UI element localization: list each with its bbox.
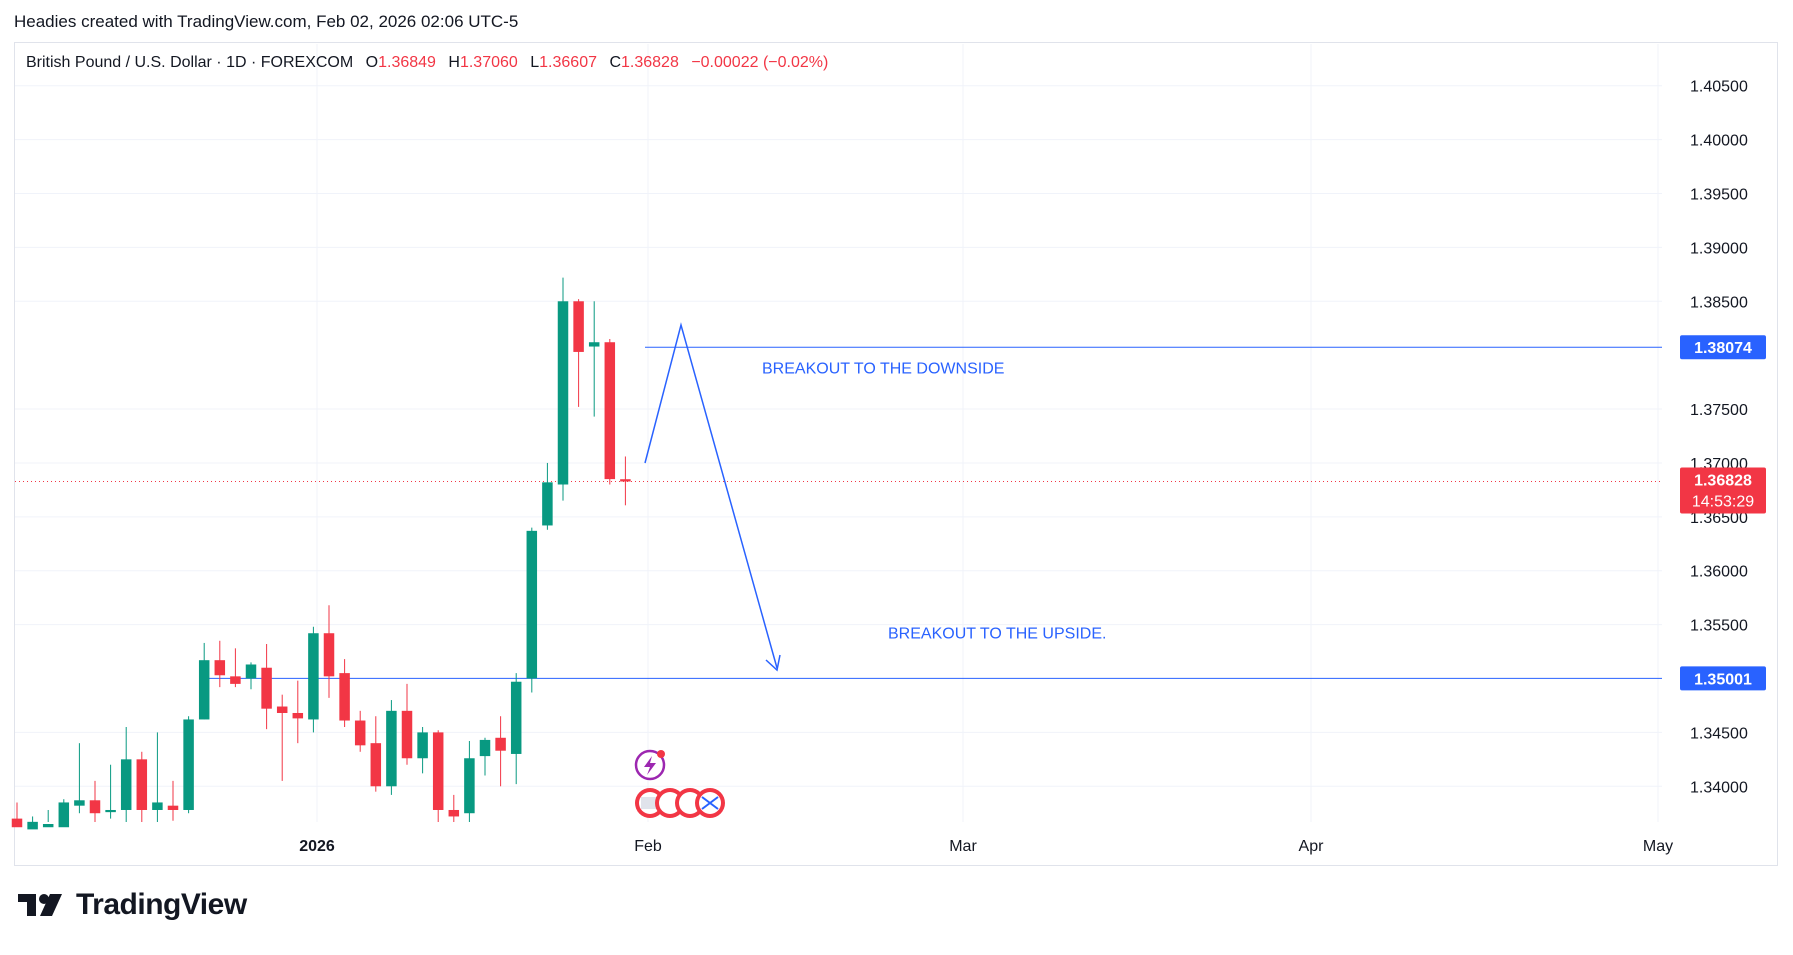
y-tick-label: 1.38500 bbox=[1690, 294, 1748, 311]
candle-body bbox=[214, 660, 226, 676]
candle-body bbox=[308, 633, 319, 720]
y-tick-label: 1.40000 bbox=[1690, 133, 1748, 150]
candle-body bbox=[136, 759, 148, 810]
us-flag-icons[interactable] bbox=[635, 788, 725, 818]
price-label-box bbox=[1680, 335, 1766, 360]
y-tick-label: 1.37500 bbox=[1690, 402, 1748, 419]
y-tick-label: 1.34000 bbox=[1690, 779, 1748, 796]
drawings[interactable] bbox=[644, 322, 781, 672]
y-tick-label: 1.39000 bbox=[1690, 240, 1748, 257]
close-value: 1.36828 bbox=[621, 54, 679, 71]
candle-body bbox=[386, 710, 397, 787]
grid bbox=[15, 44, 1662, 822]
y-tick-label: 1.35500 bbox=[1690, 618, 1748, 635]
candle-body bbox=[573, 301, 584, 352]
open-label: O bbox=[365, 54, 379, 71]
high-value: 1.37060 bbox=[459, 54, 518, 71]
candle-body bbox=[11, 818, 23, 828]
candle-body bbox=[495, 737, 506, 751]
time-axis[interactable]: 2026 Feb Mar Apr May bbox=[299, 838, 1673, 855]
x-tick-label: Apr bbox=[1299, 838, 1325, 855]
candle-body bbox=[167, 805, 179, 810]
y-tick-label: 1.36500 bbox=[1690, 510, 1748, 527]
candle-body bbox=[42, 824, 54, 828]
high-label: H bbox=[448, 54, 460, 71]
candle-body bbox=[58, 802, 70, 828]
price-label-text: 1.38074 bbox=[1694, 340, 1752, 357]
symbol-label[interactable]: British Pound / U.S. Dollar · 1D · FOREX… bbox=[26, 54, 354, 71]
ohlc-legend: British Pound / U.S. Dollar · 1D · FOREX… bbox=[26, 54, 828, 72]
candle-body bbox=[464, 758, 475, 814]
projection-path[interactable] bbox=[644, 322, 778, 669]
candle-body bbox=[27, 821, 38, 830]
x-tick-label: 2026 bbox=[299, 838, 335, 855]
candle-body bbox=[276, 706, 288, 713]
candle-body bbox=[323, 633, 335, 677]
candle-body bbox=[120, 759, 132, 810]
chart-header: Headies created with TradingView.com, Fe… bbox=[14, 12, 519, 31]
candle-body bbox=[510, 681, 522, 754]
candle-body bbox=[152, 802, 163, 810]
candle-body bbox=[230, 676, 241, 684]
x-tick-label: Feb bbox=[634, 838, 662, 855]
candle-body bbox=[261, 667, 272, 709]
event-dot bbox=[657, 750, 665, 758]
chart-frame[interactable] bbox=[14, 42, 1778, 866]
x-tick-label: Mar bbox=[949, 838, 977, 855]
x-tick-label: May bbox=[1643, 838, 1673, 855]
candle-body bbox=[245, 664, 257, 679]
candle-body bbox=[339, 673, 350, 721]
candle-body bbox=[620, 479, 631, 482]
annotations: BREAKOUT TO THE DOWNSIDE BREAKOUT TO THE … bbox=[762, 360, 1106, 642]
candle-body bbox=[432, 732, 444, 810]
candles bbox=[11, 277, 631, 830]
tradingview-logo[interactable]: TradingView bbox=[16, 888, 247, 922]
candle-body bbox=[526, 530, 538, 679]
price-label-text: 1.36828 bbox=[1694, 472, 1752, 489]
candle-body bbox=[479, 739, 491, 757]
candle-body bbox=[183, 719, 194, 810]
candle-body bbox=[557, 301, 569, 485]
candle-body bbox=[448, 809, 460, 817]
candle-body bbox=[417, 732, 428, 759]
y-tick-label: 1.36000 bbox=[1690, 564, 1748, 581]
y-tick-label: 1.40500 bbox=[1690, 79, 1748, 96]
annotation-text: BREAKOUT TO THE DOWNSIDE bbox=[762, 360, 1004, 377]
price-label-text: 1.35001 bbox=[1694, 671, 1752, 688]
projection-arrowhead bbox=[765, 654, 781, 672]
candle-body bbox=[542, 482, 553, 526]
brand-wordmark: TradingView bbox=[76, 888, 247, 921]
price-label-box bbox=[1680, 467, 1766, 514]
event-markers[interactable] bbox=[634, 749, 725, 818]
y-tick-label: 1.34500 bbox=[1690, 725, 1748, 742]
annotation-text: BREAKOUT TO THE UPSIDE. bbox=[888, 626, 1106, 643]
candle-body bbox=[74, 800, 85, 806]
candle-body bbox=[89, 800, 101, 814]
lightning-bolt-icon bbox=[644, 756, 656, 775]
price-label-box bbox=[1680, 666, 1766, 691]
tradingview-logo-icon bbox=[18, 894, 62, 916]
open-value: 1.36849 bbox=[378, 54, 436, 71]
candle-body bbox=[604, 342, 616, 480]
price-axis[interactable]: 1.40500 1.40000 1.39500 1.39000 1.38500 1.375… bbox=[1680, 79, 1766, 797]
y-tick-label: 1.39500 bbox=[1690, 187, 1748, 204]
candle-body bbox=[370, 743, 382, 787]
candle-body bbox=[588, 342, 600, 347]
close-label: C bbox=[609, 54, 622, 71]
low-label: L bbox=[530, 54, 540, 71]
candle-body bbox=[105, 809, 116, 813]
candle-body bbox=[198, 660, 210, 720]
candle-body bbox=[292, 712, 304, 719]
horizontal-lines[interactable] bbox=[15, 346, 1662, 679]
low-value: 1.36607 bbox=[539, 54, 597, 71]
candle-body bbox=[401, 710, 413, 759]
change-value: −0.00022 (−0.02%) bbox=[691, 54, 829, 71]
candle-body bbox=[354, 720, 366, 746]
countdown-text: 14:53:29 bbox=[1692, 493, 1754, 510]
